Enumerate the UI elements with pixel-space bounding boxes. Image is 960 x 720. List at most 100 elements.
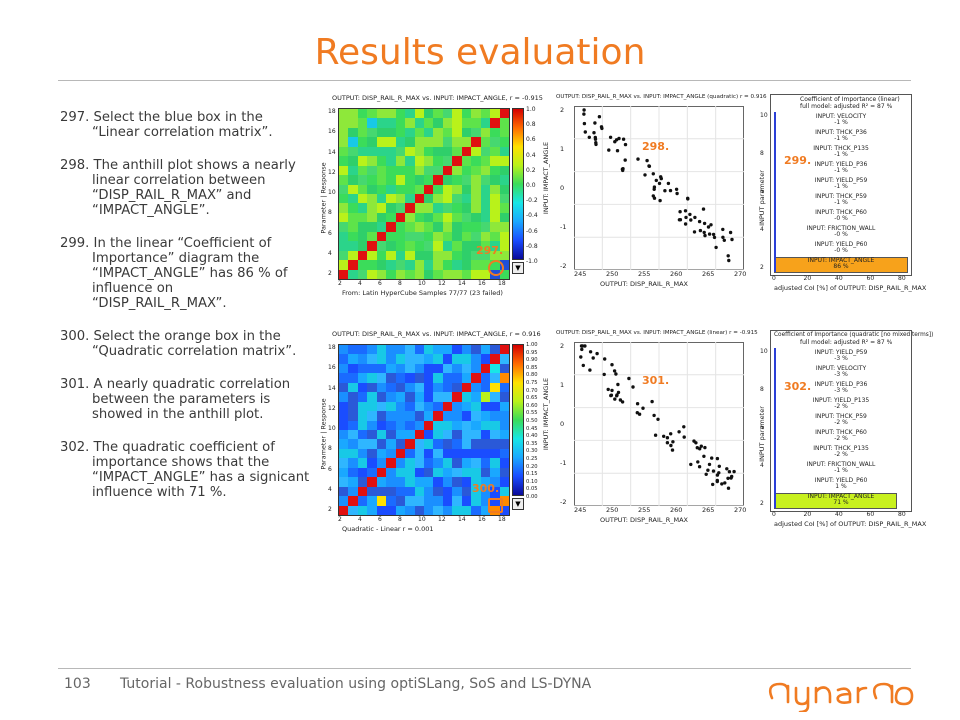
matrix-cell[interactable] (414, 203, 424, 213)
matrix-cell[interactable] (376, 203, 387, 213)
matrix-cell[interactable] (452, 137, 462, 147)
matrix-cell[interactable] (367, 146, 377, 157)
matrix-cell[interactable] (433, 203, 443, 213)
matrix-cell[interactable] (376, 184, 387, 194)
matrix-cell[interactable] (395, 175, 406, 185)
matrix-cell[interactable] (499, 269, 509, 279)
matrix-cell[interactable] (499, 203, 509, 213)
matrix-cell[interactable] (339, 241, 349, 251)
matrix-cell[interactable] (376, 231, 387, 242)
matrix-cell[interactable] (376, 354, 387, 364)
matrix-cell[interactable] (452, 363, 462, 374)
matrix-cell[interactable] (461, 212, 472, 223)
matrix-cell[interactable] (376, 127, 387, 138)
matrix-cell[interactable] (499, 448, 509, 459)
matrix-cell[interactable] (357, 118, 368, 128)
matrix-cell[interactable] (395, 194, 406, 204)
matrix-cell[interactable] (424, 411, 434, 421)
matrix-cell[interactable] (433, 505, 443, 515)
matrix-cell[interactable] (414, 392, 424, 402)
matrix-cell[interactable] (405, 373, 415, 383)
matrix-cell[interactable] (405, 363, 415, 374)
matrix-cell[interactable] (442, 345, 453, 355)
matrix-cell[interactable] (490, 222, 500, 232)
matrix-cell[interactable] (442, 411, 453, 421)
matrix-cell[interactable] (424, 146, 434, 157)
matrix-cell[interactable] (442, 241, 453, 251)
matrix-cell[interactable] (490, 194, 500, 204)
matrix-cell[interactable] (490, 203, 500, 213)
matrix-cell[interactable] (386, 354, 396, 364)
matrix-cell[interactable] (480, 477, 491, 487)
matrix-cell[interactable] (367, 260, 377, 270)
matrix-cell[interactable] (499, 222, 509, 232)
matrix-cell[interactable] (461, 222, 472, 232)
matrix-cell[interactable] (405, 430, 415, 440)
matrix-cell[interactable] (452, 354, 462, 364)
matrix-cell[interactable] (339, 203, 349, 213)
matrix-cell[interactable] (461, 146, 472, 157)
matrix-cell[interactable] (357, 430, 368, 440)
matrix-cell[interactable] (357, 175, 368, 185)
matrix-cell[interactable] (405, 486, 415, 497)
matrix-cell[interactable] (433, 439, 443, 449)
matrix-cell[interactable] (348, 137, 358, 147)
matrix-cell[interactable] (480, 250, 491, 261)
matrix-cell[interactable] (386, 127, 396, 138)
matrix-cell[interactable] (414, 458, 424, 468)
matrix-cell[interactable] (367, 345, 377, 355)
matrix-cell[interactable] (339, 373, 349, 383)
matrix-cell[interactable] (424, 345, 434, 355)
matrix-cell[interactable] (471, 420, 481, 430)
matrix-cell[interactable] (386, 420, 396, 430)
matrix-cell[interactable] (480, 175, 491, 185)
matrix-cell[interactable] (367, 458, 377, 468)
matrix-cell[interactable] (348, 212, 358, 223)
matrix-cell[interactable] (480, 382, 491, 393)
matrix-cell[interactable] (376, 430, 387, 440)
matrix-cell[interactable] (414, 250, 424, 261)
matrix-cell[interactable] (442, 269, 453, 279)
matrix-cell[interactable] (339, 127, 349, 138)
matrix-cell[interactable] (348, 260, 358, 270)
matrix-cell[interactable] (433, 260, 443, 270)
matrix-cell[interactable] (357, 505, 368, 515)
matrix-cell[interactable] (376, 486, 387, 497)
matrix-cell[interactable] (480, 146, 491, 157)
matrix-cell[interactable] (405, 269, 415, 279)
matrix-cell[interactable] (339, 250, 349, 261)
matrix-cell[interactable] (442, 165, 453, 176)
matrix-cell[interactable] (386, 345, 396, 355)
matrix-cell[interactable] (452, 156, 462, 166)
matrix-cell[interactable] (424, 194, 434, 204)
matrix-cell[interactable] (452, 250, 462, 261)
matrix-cell[interactable] (414, 127, 424, 138)
matrix-cell[interactable] (339, 260, 349, 270)
matrix-cell[interactable] (480, 165, 491, 176)
matrix-cell[interactable] (367, 250, 377, 261)
matrix-cell[interactable] (461, 165, 472, 176)
matrix-cell[interactable] (461, 420, 472, 430)
matrix-cell[interactable] (376, 222, 387, 232)
matrix-cell[interactable] (499, 411, 509, 421)
matrix-cell[interactable] (414, 373, 424, 383)
matrix-cell[interactable] (480, 109, 491, 119)
matrix-cell[interactable] (395, 411, 406, 421)
matrix-cell[interactable] (499, 505, 509, 515)
matrix-cell[interactable] (433, 401, 443, 412)
matrix-cell[interactable] (480, 467, 491, 478)
matrix-cell[interactable] (424, 109, 434, 119)
matrix-cell[interactable] (395, 156, 406, 166)
matrix-cell[interactable] (376, 496, 387, 506)
matrix-cell[interactable] (367, 175, 377, 185)
matrix-cell[interactable] (490, 420, 500, 430)
matrix-cell[interactable] (452, 439, 462, 449)
matrix-cell[interactable] (386, 269, 396, 279)
matrix-cell[interactable] (442, 373, 453, 383)
matrix-cell[interactable] (480, 430, 491, 440)
matrix-cell[interactable] (490, 430, 500, 440)
matrix-cell[interactable] (433, 241, 443, 251)
matrix-cell[interactable] (395, 373, 406, 383)
matrix-cell[interactable] (471, 505, 481, 515)
matrix-cell[interactable] (357, 146, 368, 157)
